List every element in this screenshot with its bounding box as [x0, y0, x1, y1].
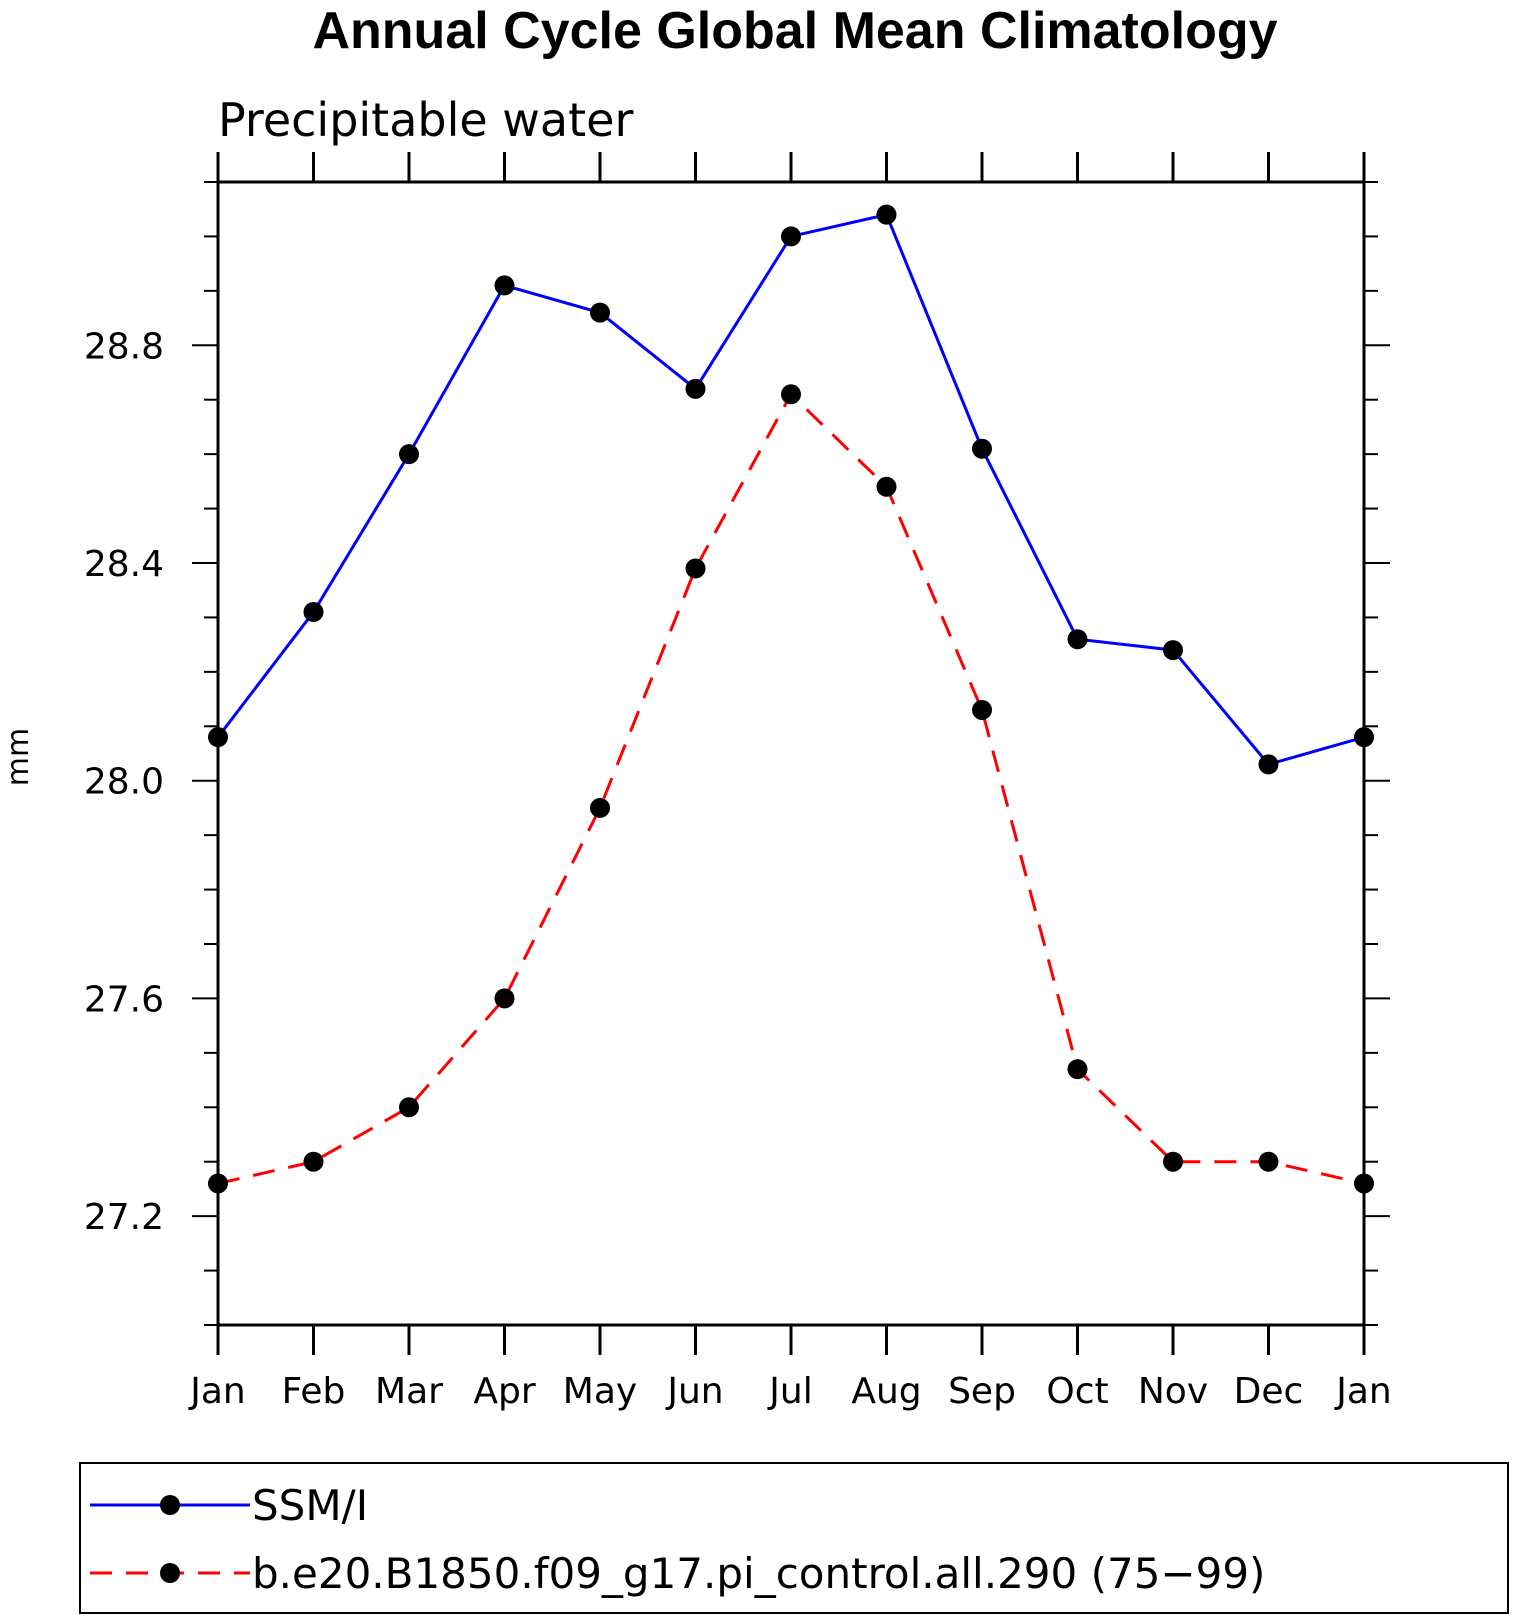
x-tick-label: Apr: [473, 1371, 535, 1412]
series-1-point: [1258, 1151, 1279, 1172]
y-tick-labels: 28.8 28.4 28.0 27.6 27.2: [84, 326, 164, 1238]
x-tick-label: Jan: [188, 1371, 246, 1412]
series-1-point: [494, 988, 515, 1009]
x-tick-label: Mar: [375, 1371, 443, 1412]
series-1-point: [208, 1173, 228, 1194]
series-1-point: [1067, 1059, 1088, 1080]
series-0-point: [494, 275, 515, 296]
series-0-point: [208, 727, 228, 748]
x-tick-label: Nov: [1138, 1371, 1208, 1412]
series-0-point: [1354, 727, 1374, 748]
y-tick-label: 28.8: [84, 326, 164, 367]
series-1-point: [876, 476, 897, 497]
x-tick-label: Jan: [1334, 1371, 1392, 1412]
series-1-point: [972, 699, 992, 720]
series-0-point: [972, 438, 992, 459]
y-tick-label: 27.6: [84, 979, 164, 1020]
series-group: [208, 204, 1374, 1194]
x-tick-label: Sep: [948, 1371, 1016, 1412]
series-1-point: [303, 1151, 324, 1172]
series-1-point: [399, 1097, 419, 1118]
series-0-point: [1163, 640, 1183, 661]
series-0-point: [685, 378, 706, 399]
series-line-1: [217, 391, 1365, 1185]
series-1-point: [685, 558, 706, 579]
x-tick-label: Dec: [1234, 1371, 1304, 1412]
series-0-point: [781, 226, 801, 247]
chart-title: Annual Cycle Global Mean Climatology: [312, 2, 1277, 60]
x-tick-label: Jul: [767, 1371, 812, 1412]
series-1-point: [781, 384, 801, 405]
legend: SSM/I b.e20.B1850.f09_g17.pi_control.all…: [79, 1462, 1509, 1614]
series-0-point: [1067, 629, 1088, 650]
x-tick-label: Oct: [1046, 1371, 1108, 1412]
series-0-point: [876, 204, 897, 225]
series-0-point: [399, 444, 419, 465]
series-1-point: [1163, 1151, 1183, 1172]
x-tick-label: May: [563, 1371, 637, 1412]
x-tick-label: Jun: [665, 1371, 723, 1412]
y-tick-label: 28.0: [84, 762, 164, 803]
axis-ticks: [192, 152, 1390, 1355]
series-1-point: [1354, 1173, 1374, 1194]
legend-box: [79, 1462, 1509, 1614]
legend-label-ssmi: SSM/I: [252, 1481, 368, 1530]
y-tick-label: 27.2: [84, 1197, 164, 1238]
x-tick-labels: Jan Feb Mar Apr May Jun Jul Aug Sep Oct Nov Dec Jan: [188, 1371, 1392, 1412]
series-line-0: [216, 212, 1365, 767]
y-axis-label: mm: [1, 728, 36, 786]
series-0-point: [303, 601, 324, 622]
legend-marker-model: [160, 1563, 180, 1583]
plot-frame: [216, 180, 1366, 1327]
series-0-point: [1258, 754, 1279, 775]
x-tick-label: Aug: [851, 1371, 921, 1412]
legend-label-model: b.e20.B1850.f09_g17.pi_control.all.290 (…: [252, 1549, 1265, 1598]
series-0-point: [590, 302, 610, 323]
x-tick-label: Feb: [282, 1371, 346, 1412]
chart-subtitle: Precipitable water: [218, 93, 633, 147]
series-1-point: [590, 797, 610, 818]
legend-marker-ssmi: [160, 1495, 180, 1515]
y-tick-label: 28.4: [84, 544, 164, 585]
